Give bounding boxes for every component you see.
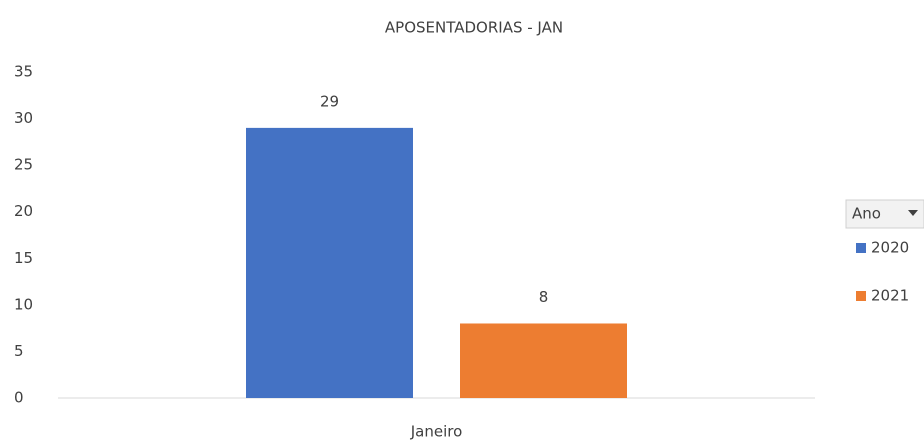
legend-title: Ano	[852, 205, 881, 223]
y-tick-label: 30	[14, 109, 33, 127]
legend: Ano	[845, 199, 924, 229]
y-tick-label: 35	[14, 63, 33, 81]
y-tick-label: 10	[14, 295, 33, 313]
y-tick-label: 5	[14, 342, 24, 360]
y-tick-label: 15	[14, 249, 33, 267]
legend-label: 2020	[871, 239, 909, 257]
dropdown-arrow[interactable]	[908, 210, 918, 216]
bar	[460, 323, 627, 398]
legend-label: 2021	[871, 287, 909, 305]
y-tick-label: 0	[14, 389, 24, 407]
x-tick-label: Janeiro	[410, 423, 463, 440]
data-label: 29	[320, 92, 339, 110]
legend-filter-button[interactable]	[845, 199, 924, 229]
legend-swatch	[856, 243, 866, 253]
legend-swatch	[856, 291, 866, 301]
data-label: 8	[539, 288, 549, 306]
y-tick-label: 25	[14, 156, 33, 174]
chart-title: APOSENTADORIAS - JAN	[385, 19, 563, 37]
y-tick-label: 20	[14, 202, 33, 220]
bar	[246, 127, 413, 398]
